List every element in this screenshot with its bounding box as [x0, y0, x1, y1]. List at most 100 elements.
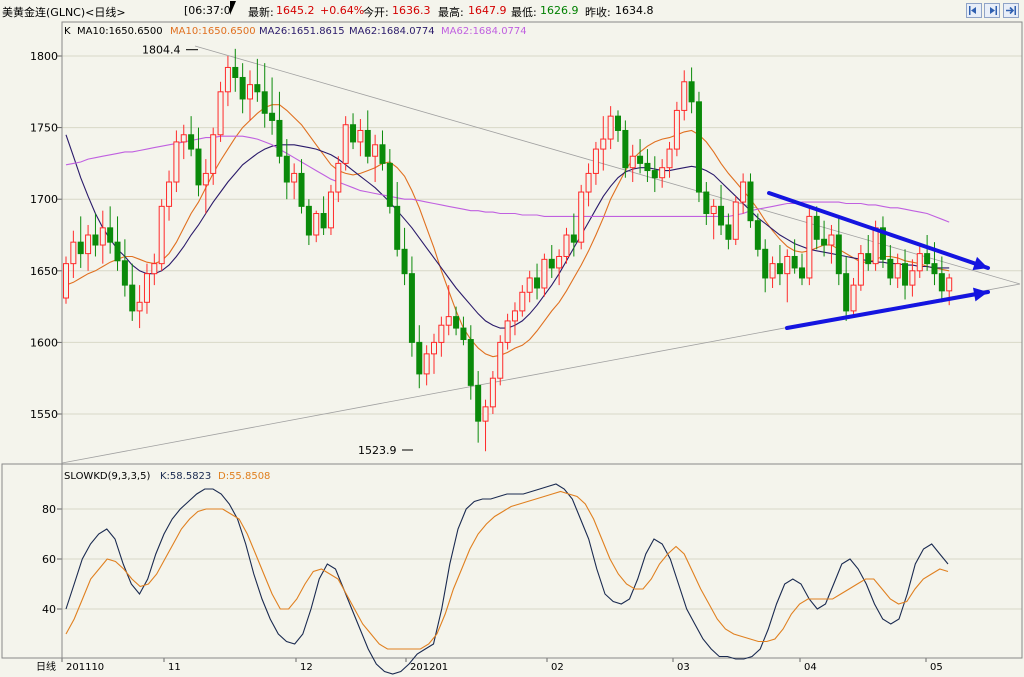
candle-body: [217, 91, 224, 136]
triangle-arrows: [767, 191, 990, 330]
high-label: 最高:: [438, 6, 464, 19]
expand-button[interactable]: [1003, 3, 1019, 18]
price-tick-label: 1550: [30, 408, 58, 421]
candle-body: [600, 138, 607, 150]
x-tick-label: 03: [677, 662, 690, 673]
candle-body: [725, 224, 732, 240]
kd-line-k: [65, 483, 949, 675]
open-value: 1636.3: [392, 4, 431, 17]
candle-body: [769, 263, 776, 279]
open-label: 今开:: [363, 6, 389, 19]
candle-body: [592, 148, 599, 174]
high-value: 1647.9: [468, 4, 507, 17]
candle-body: [916, 253, 923, 272]
candle-body: [556, 255, 563, 269]
candle-body: [210, 134, 217, 174]
low-annotation-label: 1523.9: [358, 444, 397, 457]
x-tick-label: 11: [168, 662, 181, 673]
candle-body: [63, 263, 69, 299]
candle-body: [894, 263, 901, 279]
restore-right-button[interactable]: [984, 3, 1000, 18]
axis-labels: 1550 1600 1650 1700 1750 1800 40 60 80 201110 11 12…: [30, 50, 943, 673]
candle-body: [372, 144, 379, 157]
expand-icon: [1006, 6, 1016, 15]
candle-body: [85, 234, 92, 255]
candle-body: [703, 191, 710, 215]
candle-body: [460, 327, 467, 341]
candle-body: [843, 273, 850, 312]
quote-header: 美黄金连(GLNC)<日线> [06:37:0 最新: 1645.2 +0.64…: [0, 0, 1024, 22]
last-label: 最新:: [248, 6, 274, 19]
candle-body: [791, 255, 798, 269]
candle-body: [821, 238, 828, 246]
candle-body: [747, 181, 754, 222]
candle-body: [423, 353, 430, 375]
candle-body: [931, 263, 938, 275]
candle-body: [151, 263, 158, 275]
x-tick-label: 05: [930, 662, 943, 673]
x-tick-label: 201201: [410, 662, 448, 673]
legend-ma62: MA62:1684.0774: [441, 26, 527, 37]
candle-body: [511, 310, 518, 322]
candle-body: [357, 129, 364, 143]
prev-close-label: 昨收:: [585, 6, 611, 19]
candle-body: [607, 115, 614, 140]
instrument-title[interactable]: 美黄金连(GLNC)<日线>: [2, 6, 126, 19]
restore-left-button[interactable]: [966, 3, 982, 18]
price-tick-label: 1650: [30, 265, 58, 278]
candle-body: [379, 144, 386, 164]
candle-body: [644, 162, 651, 172]
legend-ma10-black: MA10:1650.6500: [77, 26, 163, 37]
price-tick-label: 1700: [30, 193, 58, 206]
change-percent: +0.64%: [320, 4, 365, 17]
candle-body: [865, 253, 872, 265]
candle-body: [806, 215, 813, 279]
candle-body: [445, 316, 452, 326]
x-tick-label: 12: [300, 662, 313, 673]
candle-body: [828, 234, 835, 246]
candle-body: [438, 324, 445, 343]
candle-body: [107, 227, 114, 243]
candle-body: [313, 213, 320, 236]
candle-body: [578, 191, 585, 243]
annotations: 1804.4 1523.9: [142, 44, 413, 457]
candle-body: [879, 227, 886, 260]
candle-body: [784, 255, 791, 275]
candle-body: [681, 81, 688, 111]
candle-body: [408, 273, 415, 343]
kd-tick-label: 60: [42, 553, 56, 566]
candle-body: [121, 260, 128, 286]
upper-trendline: [194, 45, 1021, 285]
price-tick-label: 1800: [30, 50, 58, 63]
candle-body: [754, 220, 761, 250]
candle-body: [195, 148, 202, 186]
price-tick-label: 1600: [30, 336, 58, 349]
candle-body: [740, 181, 747, 203]
kd-legend-name: SLOWKD(9,3,3,5): [64, 471, 150, 482]
candle-body: [431, 341, 437, 355]
kd-legend-k: K:58.5823: [160, 471, 211, 482]
candle-body: [563, 234, 570, 257]
candle-body: [688, 81, 695, 103]
candle-body: [70, 241, 77, 265]
kd-legend-d: D:55.8508: [218, 471, 270, 482]
mouse-cursor-icon: [230, 1, 242, 15]
candle-body: [298, 172, 305, 207]
candle-body: [924, 253, 931, 265]
candle-body: [718, 205, 725, 226]
candle-body: [710, 205, 717, 215]
candle-body: [350, 124, 357, 143]
candle-body: [180, 134, 187, 143]
candle-body: [77, 241, 84, 255]
low-value: 1626.9: [540, 4, 579, 17]
candle-body: [276, 119, 283, 157]
x-tick-label: 02: [551, 662, 564, 673]
candle-body: [453, 316, 460, 329]
candle-body: [497, 341, 504, 379]
high-annotation-label: 1804.4: [142, 44, 181, 57]
candle-body: [489, 377, 496, 408]
low-label: 最低:: [511, 6, 537, 19]
candle-body: [291, 172, 298, 183]
candle-body: [224, 66, 231, 93]
